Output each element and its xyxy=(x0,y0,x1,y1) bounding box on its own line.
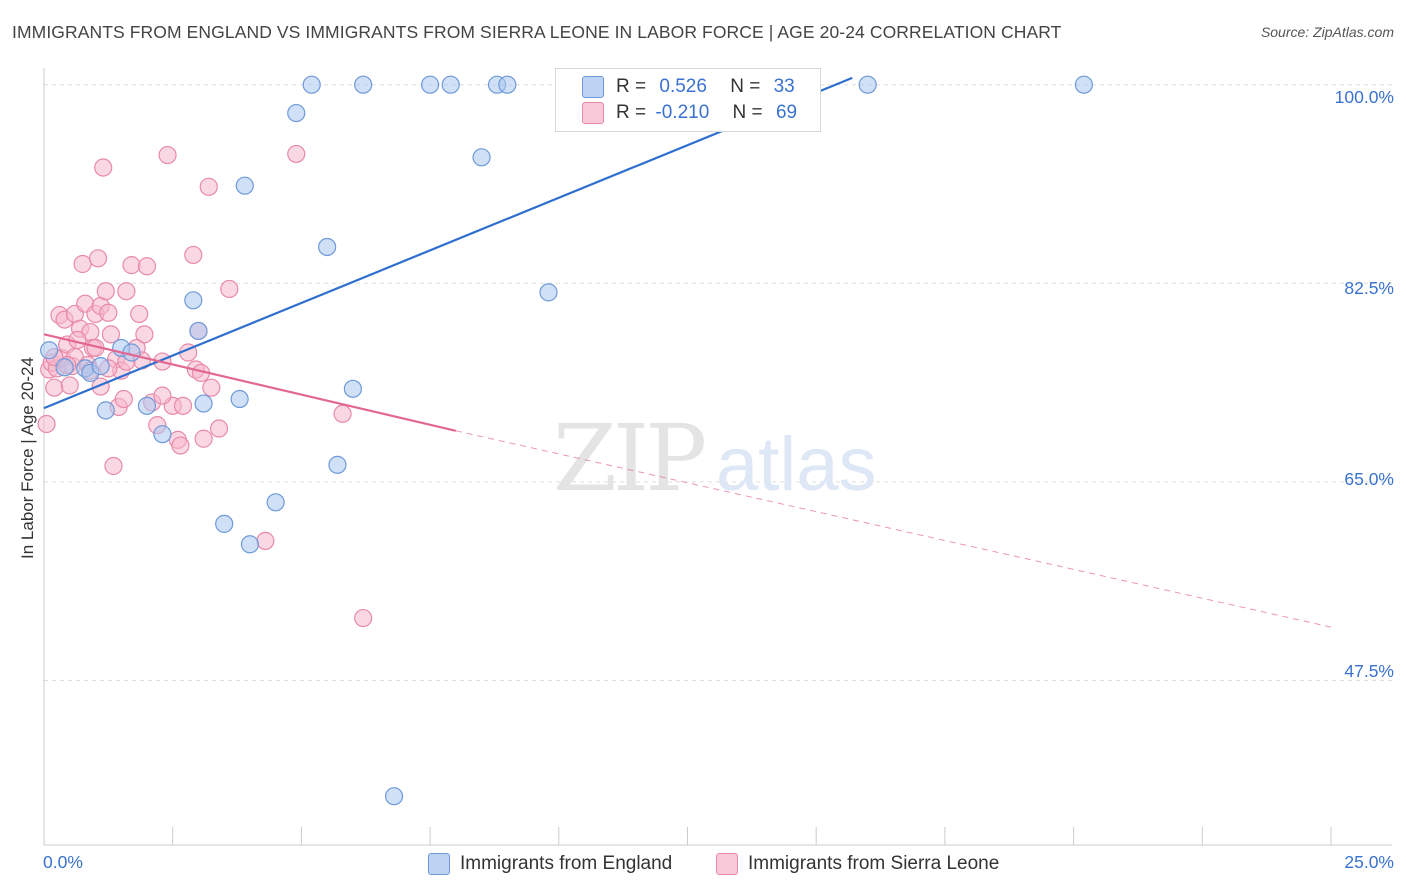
england-point xyxy=(498,75,517,94)
england-point xyxy=(472,148,491,167)
england-point xyxy=(153,425,172,444)
sierra-leone-point xyxy=(137,257,157,276)
england-point xyxy=(318,237,337,257)
england-swatch xyxy=(428,853,450,875)
sierra-leone-point xyxy=(130,304,149,324)
y-tick-label: 100.0% xyxy=(1334,87,1394,107)
england-point xyxy=(40,341,59,360)
sierra-leone-point xyxy=(194,429,213,448)
sierra-leone-point xyxy=(88,249,108,268)
series-sierra-leone-points xyxy=(37,144,373,628)
sierra-leone-point xyxy=(202,378,221,397)
england-point xyxy=(215,514,234,533)
england-point xyxy=(230,389,249,409)
england-point xyxy=(96,401,115,420)
england-point xyxy=(328,455,347,474)
sierra-leone-point xyxy=(104,456,123,476)
england-point xyxy=(266,493,285,512)
england-trend-line xyxy=(43,76,853,410)
sierra-leone-swatch xyxy=(582,102,604,124)
chart-title: IMMIGRANTS FROM ENGLAND VS IMMIGRANTS FR… xyxy=(12,22,1062,42)
sierra-leone-point xyxy=(45,378,64,397)
sierra-leone-point xyxy=(354,608,373,628)
n-label: N = xyxy=(730,76,761,97)
y-tick-label: 65.0% xyxy=(1344,469,1394,489)
bottom-legend-england: Immigrants from England xyxy=(428,852,672,876)
r-value: 0.526 xyxy=(659,76,707,97)
y-axis-label: In Labor Force | Age 20-24 xyxy=(18,357,37,559)
england-point xyxy=(441,75,460,94)
legend-label-england: Immigrants from England xyxy=(460,853,673,874)
trend-lines xyxy=(43,76,1332,628)
sierra-leone-point xyxy=(117,282,136,301)
sierra-leone-point xyxy=(73,254,92,274)
sierra-leone-point xyxy=(60,376,79,395)
sierra-leone-point xyxy=(114,389,133,409)
sierra-leone-point xyxy=(122,256,141,275)
england-point xyxy=(240,535,260,554)
england-point xyxy=(189,321,208,341)
watermark-atlas: atlas xyxy=(716,422,877,507)
legend-label-sierra-leone: Immigrants from Sierra Leone xyxy=(748,853,1000,874)
sierra-leone-point xyxy=(173,396,193,415)
sierra-leone-point xyxy=(37,414,56,434)
sierra-leone-swatch xyxy=(716,853,738,875)
sierra-leone-point xyxy=(171,436,190,455)
watermark: ZIP atlas xyxy=(553,405,877,512)
england-point xyxy=(194,394,213,413)
sierra-leone-point xyxy=(101,325,121,344)
sierra-leone-point xyxy=(153,386,172,405)
england-point xyxy=(354,75,373,94)
england-point xyxy=(235,176,254,195)
england-point xyxy=(539,283,558,302)
england-point xyxy=(343,379,362,398)
england-point xyxy=(421,75,440,94)
axes xyxy=(43,68,1392,846)
sierra-leone-point xyxy=(287,144,306,164)
r-value: -0.210 xyxy=(655,102,710,123)
x-tick-label-min: 0.0% xyxy=(43,852,83,872)
england-point xyxy=(287,103,306,123)
england-point xyxy=(858,75,877,94)
source-credit: Source: ZipAtlas.com xyxy=(1260,24,1394,40)
x-tick-label-max: 25.0% xyxy=(1344,852,1394,872)
y-tick-label: 47.5% xyxy=(1344,661,1394,681)
england-point xyxy=(184,291,203,310)
r-label: R = xyxy=(616,76,647,97)
england-point xyxy=(384,787,404,806)
england-point xyxy=(137,396,157,415)
england-point xyxy=(1074,75,1093,94)
sierra-leone-point xyxy=(94,158,113,177)
r-label: R = xyxy=(616,102,647,123)
sierra-leone-trend-extension xyxy=(455,430,1332,628)
england-point xyxy=(302,75,321,94)
sierra-leone-point xyxy=(333,404,352,423)
sierra-leone-point xyxy=(220,279,239,299)
n-label: N = xyxy=(732,102,763,123)
england-point xyxy=(55,358,74,377)
sierra-leone-point xyxy=(135,325,154,344)
sierra-leone-point xyxy=(96,282,115,301)
sierra-leone-point xyxy=(184,245,203,265)
series-england-points xyxy=(40,75,1093,806)
n-value: 33 xyxy=(773,76,795,97)
sierra-leone-point xyxy=(99,303,118,322)
sierra-leone-point xyxy=(209,419,229,438)
correlation-legend: R = 0.526 N = 33 R = -0.210 N = 69 xyxy=(555,68,821,132)
england-point xyxy=(91,357,110,376)
sierra-leone-trend-line xyxy=(43,333,457,432)
bottom-legend-sierra-leone: Immigrants from Sierra Leone xyxy=(716,852,999,876)
sierra-leone-point xyxy=(256,531,275,550)
england-swatch xyxy=(582,76,604,98)
sierra-leone-point xyxy=(199,177,218,196)
watermark-zip: ZIP xyxy=(553,405,704,512)
sierra-leone-point xyxy=(158,145,177,165)
y-tick-label: 82.5% xyxy=(1344,278,1394,298)
n-value: 69 xyxy=(775,102,798,123)
